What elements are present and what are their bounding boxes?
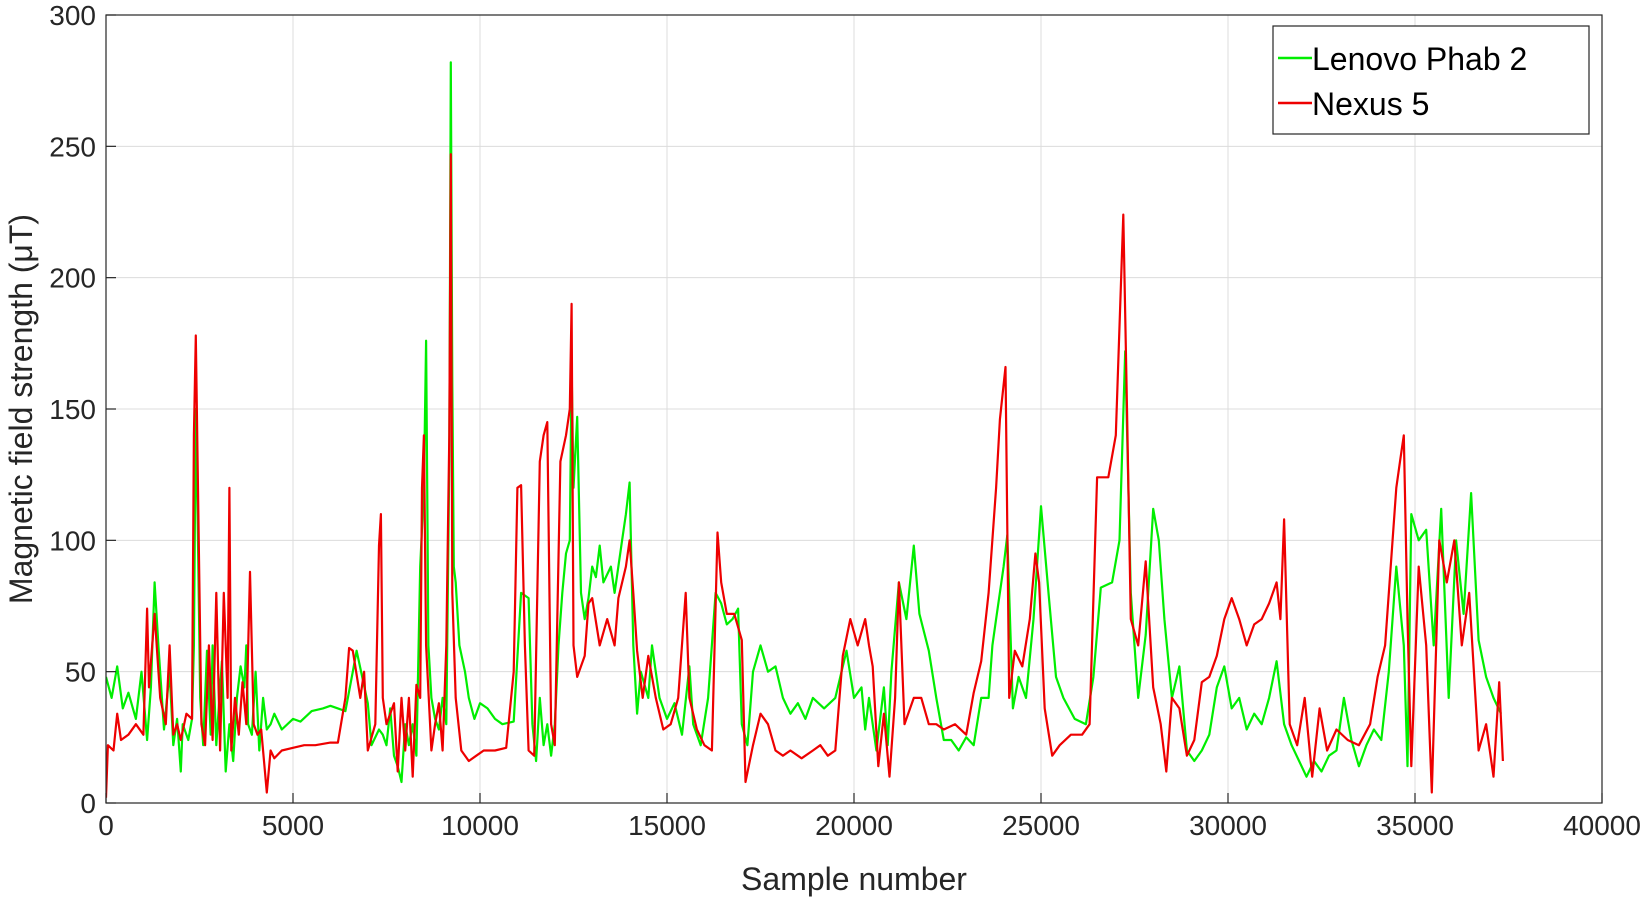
x-tick-label: 0: [98, 810, 114, 841]
legend-box: [1272, 25, 1590, 135]
x-axis-ticks: 0 5000 10000 15000 20000 25000 30000 35000 40000: [98, 793, 1641, 841]
y-tick-label: 150: [49, 394, 96, 425]
y-tick-label: 200: [49, 263, 96, 294]
x-tick-label: 15000: [628, 810, 706, 841]
y-tick-label: 0: [80, 788, 96, 819]
y-axis-label: Magnetic field strength (μT): [3, 214, 39, 604]
x-tick-label: 25000: [1002, 810, 1080, 841]
y-tick-label: 250: [49, 131, 96, 162]
series-line-nexus-5: [106, 153, 1504, 798]
y-axis-ticks: 0 50 100 150 200 250 300: [49, 0, 116, 819]
legend: Lenovo Phab 2 Nexus 5: [1272, 25, 1590, 135]
series-line-lenovo-phab-2: [106, 61, 1502, 784]
x-axis-label: Sample number: [741, 861, 967, 897]
x-tick-label: 5000: [262, 810, 324, 841]
legend-label-lenovo: Lenovo Phab 2: [1312, 41, 1527, 77]
series-layer: [106, 61, 1504, 798]
x-tick-label: 35000: [1376, 810, 1454, 841]
x-tick-label: 20000: [815, 810, 893, 841]
x-tick-label: 40000: [1563, 810, 1641, 841]
x-tick-label: 10000: [441, 810, 519, 841]
y-tick-label: 100: [49, 525, 96, 556]
legend-label-nexus: Nexus 5: [1312, 86, 1429, 122]
y-tick-label: 300: [49, 0, 96, 31]
plot-area: [106, 61, 1504, 798]
x-tick-label: 30000: [1189, 810, 1267, 841]
y-tick-label: 50: [65, 657, 96, 688]
